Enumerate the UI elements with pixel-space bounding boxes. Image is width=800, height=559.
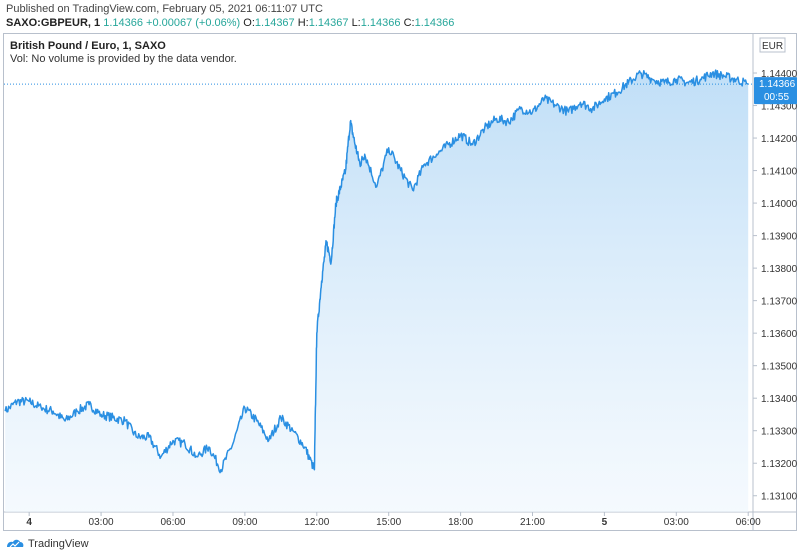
price-line[interactable] bbox=[4, 69, 749, 474]
y-tick-label: 1.13500 bbox=[761, 362, 798, 373]
chart-frame bbox=[3, 33, 797, 531]
x-tick-label: 06:00 bbox=[736, 517, 761, 528]
close-value: 1.14366 bbox=[414, 17, 455, 29]
y-tick-label: 1.13100 bbox=[761, 492, 798, 503]
x-tick-label: 4 bbox=[26, 517, 32, 528]
x-tick-label: 03:00 bbox=[89, 517, 114, 528]
high-value: 1.14367 bbox=[308, 17, 349, 29]
currency-label: EUR bbox=[762, 41, 783, 52]
y-tick-label: 1.13900 bbox=[761, 232, 798, 243]
open-value: 1.14367 bbox=[254, 17, 295, 29]
open-label: O: bbox=[243, 17, 255, 29]
tradingview-brand: TradingView bbox=[28, 538, 89, 550]
chart-title: British Pound / Euro, 1, SAXO bbox=[10, 40, 166, 52]
x-tick-label: 21:00 bbox=[520, 517, 545, 528]
x-tick-label: 12:00 bbox=[304, 517, 329, 528]
y-tick-label: 1.13700 bbox=[761, 297, 798, 308]
quote-line: SAXO:GBPEUR, 1 1.14366 +0.00067 (+0.06%)… bbox=[6, 17, 454, 29]
high-label: H: bbox=[297, 17, 309, 29]
last-price: 1.14366 bbox=[103, 17, 143, 29]
low-value: 1.14366 bbox=[360, 17, 401, 29]
y-tick-label: 1.14300 bbox=[761, 102, 798, 113]
y-tick-label: 1.13200 bbox=[761, 459, 798, 470]
low-label: L: bbox=[351, 17, 361, 29]
x-tick-label: 09:00 bbox=[232, 517, 257, 528]
y-tick-label: 1.14400 bbox=[761, 69, 798, 80]
y-tick-label: 1.13600 bbox=[761, 329, 798, 340]
close-label: C: bbox=[403, 17, 415, 29]
price-area bbox=[5, 70, 749, 512]
x-tick-label: 5 bbox=[602, 517, 608, 528]
x-tick-label: 18:00 bbox=[448, 517, 473, 528]
change-value: +0.00067 (+0.06%) bbox=[146, 17, 241, 29]
y-tick-label: 1.14200 bbox=[761, 134, 798, 145]
volume-note: Vol: No volume is provided by the data v… bbox=[10, 53, 237, 65]
symbol-label: SAXO:GBPEUR, 1 bbox=[6, 17, 101, 29]
y-tick-label: 1.13400 bbox=[761, 394, 798, 405]
footer[interactable]: TradingView bbox=[6, 538, 89, 550]
y-tick-label: 1.14100 bbox=[761, 167, 798, 178]
last-price-tag bbox=[754, 77, 797, 105]
tradingview-logo-icon bbox=[7, 539, 24, 548]
last-price-tag-label: 1.14366 bbox=[759, 79, 796, 90]
x-tick-label: 15:00 bbox=[376, 517, 401, 528]
y-tick-label: 1.14000 bbox=[761, 199, 798, 210]
x-tick-label: 06:00 bbox=[160, 517, 185, 528]
y-tick-label: 1.13300 bbox=[761, 427, 798, 438]
x-tick-label: 03:00 bbox=[664, 517, 689, 528]
bar-countdown-label: 00:55 bbox=[764, 92, 789, 103]
published-caption: Published on TradingView.com, February 0… bbox=[6, 3, 323, 15]
y-tick-label: 1.13800 bbox=[761, 264, 798, 275]
currency-box[interactable] bbox=[759, 37, 786, 53]
